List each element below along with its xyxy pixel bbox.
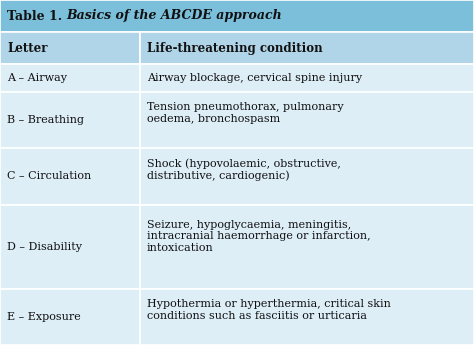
Text: Hypothermia or hyperthermia, critical skin
conditions such as fasciitis or urtic: Hypothermia or hyperthermia, critical sk…	[147, 299, 391, 321]
Text: C – Circulation: C – Circulation	[7, 171, 91, 181]
Text: A – Airway: A – Airway	[7, 73, 67, 83]
Bar	[140, 205, 474, 289]
Bar	[140, 32, 474, 64]
Text: Shock (hypovolaemic, obstructive,
distributive, cardiogenic): Shock (hypovolaemic, obstructive, distri…	[147, 158, 341, 181]
Bar	[0, 148, 140, 205]
Text: Life-threatening condition: Life-threatening condition	[147, 41, 323, 55]
Bar	[140, 148, 474, 205]
Text: Tension pneumothorax, pulmonary
oedema, bronchospasm: Tension pneumothorax, pulmonary oedema, …	[147, 102, 344, 124]
Bar	[140, 92, 474, 148]
Bar	[0, 0, 474, 32]
Bar	[0, 205, 140, 289]
Bar	[140, 289, 474, 345]
Bar	[0, 92, 140, 148]
Bar	[0, 32, 140, 64]
Bar	[0, 64, 140, 92]
Text: Letter: Letter	[7, 41, 47, 55]
Text: Airway blockage, cervical spine injury: Airway blockage, cervical spine injury	[147, 73, 362, 83]
Text: Table 1.: Table 1.	[7, 10, 67, 22]
Text: Seizure, hypoglycaemia, meningitis,
intracranial haemorrhage or infarction,
into: Seizure, hypoglycaemia, meningitis, intr…	[147, 220, 371, 253]
Text: D – Disability: D – Disability	[7, 241, 82, 252]
Bar	[0, 289, 140, 345]
Bar	[140, 64, 474, 92]
Text: Basics of the ABCDE approach: Basics of the ABCDE approach	[67, 10, 283, 22]
Text: B – Breathing: B – Breathing	[7, 115, 84, 125]
Text: E – Exposure: E – Exposure	[7, 312, 81, 322]
